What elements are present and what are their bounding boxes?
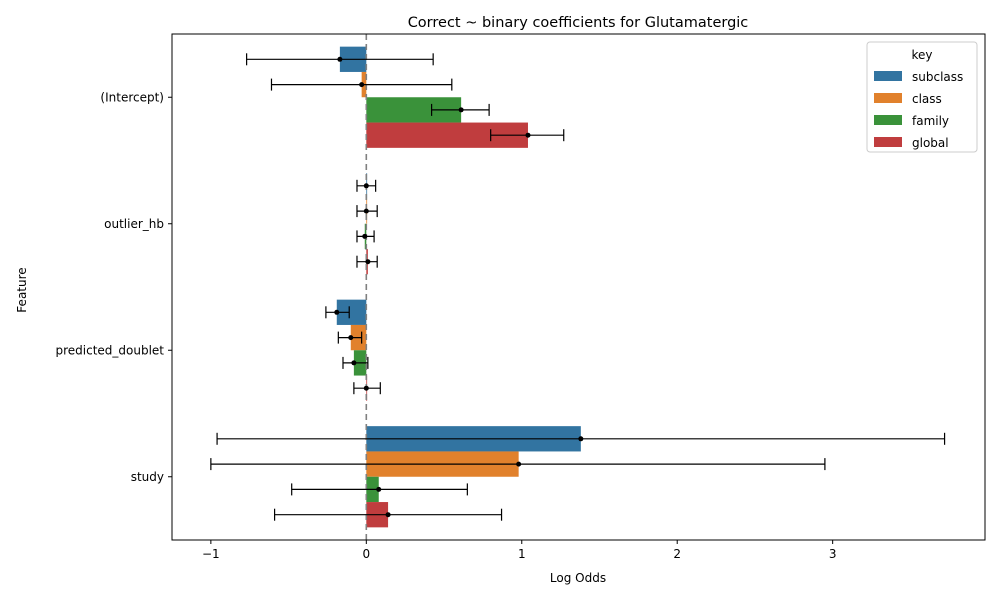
point-marker: [362, 233, 368, 239]
x-tick-label: 1: [518, 547, 526, 561]
plot-area: (Intercept) outlier_hb predicted_doubletst…: [55, 33, 986, 561]
x-tick-label: 0: [362, 547, 370, 561]
point-marker: [363, 183, 369, 189]
point-marker: [578, 436, 584, 442]
x-axis-label: Log Odds: [550, 571, 606, 585]
legend-label-family: family: [912, 114, 949, 128]
point-marker: [376, 486, 382, 492]
point-marker: [348, 335, 354, 341]
point-marker: [516, 461, 522, 467]
legend-swatch-class: [874, 93, 902, 103]
x-tick-label: −1: [202, 547, 220, 561]
axes-frame: [171, 33, 986, 541]
legend-label-global: global: [912, 136, 949, 150]
point-marker: [337, 56, 343, 62]
legend-swatch-family: [874, 115, 902, 125]
legend-title: key: [911, 48, 932, 62]
point-marker: [351, 360, 357, 366]
x-tick-label: 2: [673, 547, 681, 561]
y-tick-label: study: [131, 470, 164, 484]
point-marker: [365, 259, 371, 265]
y-axis-label: Feature: [15, 267, 29, 312]
legend-swatch-subclass: [874, 71, 902, 81]
legend: key subclass class family global: [866, 41, 978, 153]
point-marker: [363, 385, 369, 391]
point-marker: [525, 132, 531, 138]
y-tick-label: predicted_doublet: [55, 343, 164, 357]
legend-swatch-global: [874, 137, 902, 147]
point-marker: [359, 82, 365, 88]
point-marker: [458, 107, 464, 113]
point-marker: [363, 208, 369, 214]
point-marker: [385, 512, 391, 518]
x-tick-label: 3: [829, 547, 837, 561]
y-tick-label: (Intercept): [100, 90, 164, 104]
chart-title: Correct ~ binary coefficients for Glutam…: [408, 15, 749, 31]
y-tick-label: outlier_hb: [104, 217, 164, 231]
legend-label-class: class: [912, 92, 942, 106]
legend-label-subclass: subclass: [912, 70, 963, 84]
point-marker: [334, 309, 340, 315]
